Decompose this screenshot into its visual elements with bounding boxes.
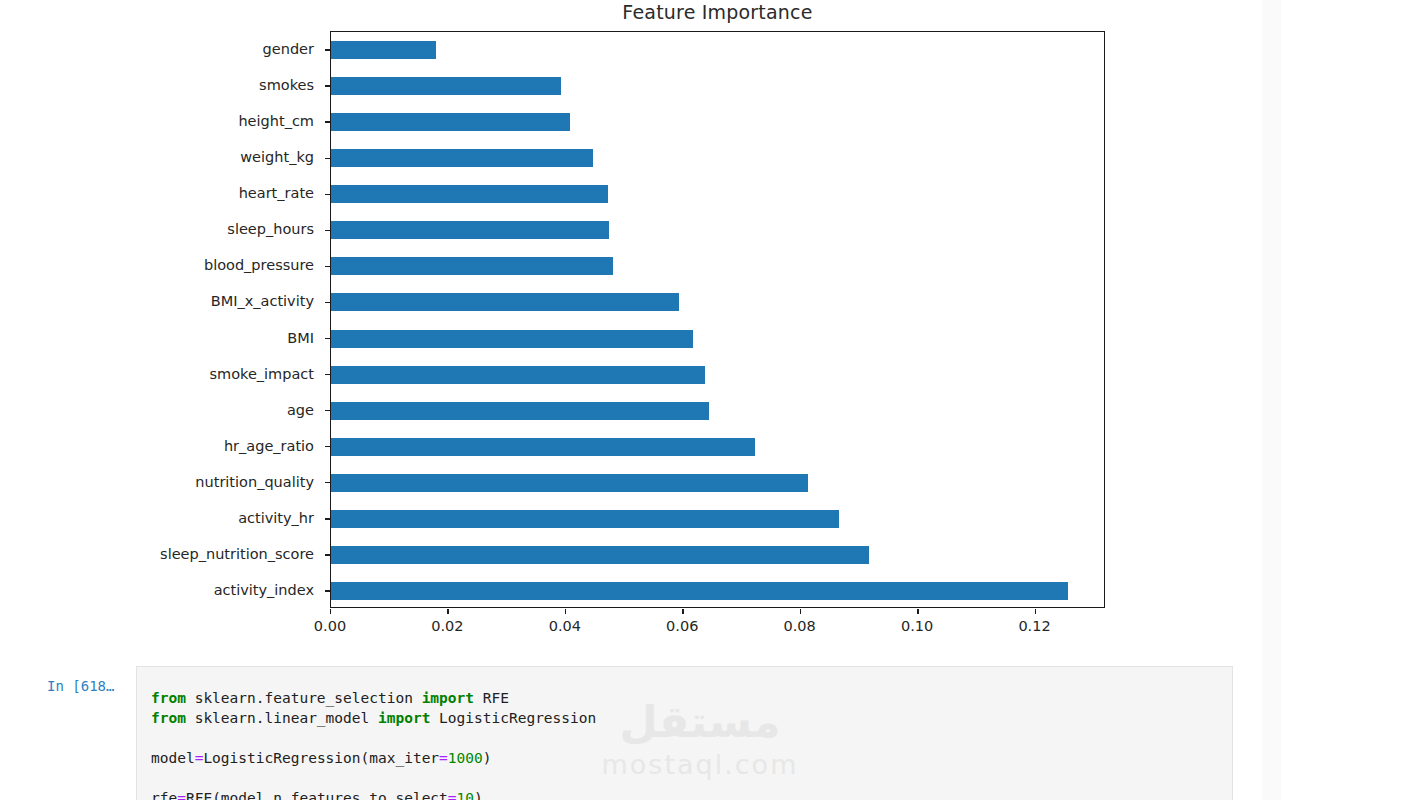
feature-importance-chart: Feature Importance gender smokes height_cm… bbox=[0, 0, 1270, 660]
y-tick-label: weight_kg bbox=[240, 148, 314, 166]
code-token: RFE bbox=[474, 690, 509, 706]
code-token: from bbox=[151, 710, 186, 726]
y-tick-label: gender bbox=[263, 40, 314, 58]
code-token: ) bbox=[483, 750, 492, 766]
y-tick bbox=[325, 194, 330, 195]
bar-BMI_x_activity bbox=[331, 293, 679, 311]
y-tick-label: height_cm bbox=[238, 112, 314, 130]
y-tick-label: age bbox=[287, 401, 314, 419]
x-tick-label: 0.12 bbox=[1005, 618, 1065, 634]
bar-sleep_nutrition_score bbox=[331, 546, 869, 564]
x-tick-label: 0.00 bbox=[300, 618, 360, 634]
x-axis: 0.000.020.040.060.080.100.12 bbox=[330, 608, 1105, 648]
y-tick bbox=[325, 482, 330, 483]
bar-height_cm bbox=[331, 113, 570, 131]
code-token: from bbox=[151, 690, 186, 706]
code-token: RFE(model,n_features_to_select bbox=[186, 790, 448, 800]
code-token: sklearn.linear_model bbox=[186, 710, 378, 726]
y-tick bbox=[325, 338, 330, 339]
code-line: from sklearn.linear_model import Logisti… bbox=[151, 708, 1232, 728]
x-tick bbox=[1035, 609, 1036, 614]
x-tick bbox=[800, 609, 801, 614]
bar-smoke_impact bbox=[331, 366, 705, 384]
code-token: model bbox=[151, 750, 195, 766]
code-token: import bbox=[378, 710, 430, 726]
bar-weight_kg bbox=[331, 149, 593, 167]
bar-activity_hr bbox=[331, 510, 839, 528]
code-token: = bbox=[177, 790, 186, 800]
y-tick-label: sleep_hours bbox=[227, 220, 314, 238]
y-tick bbox=[325, 121, 330, 122]
y-tick bbox=[325, 446, 330, 447]
y-tick-label: sleep_nutrition_score bbox=[160, 545, 314, 563]
y-tick-label: BMI_x_activity bbox=[211, 292, 314, 310]
chart-title: Feature Importance bbox=[330, 1, 1105, 23]
y-tick bbox=[325, 302, 330, 303]
bar-gender bbox=[331, 41, 436, 59]
y-tick bbox=[325, 518, 330, 519]
y-tick bbox=[325, 410, 330, 411]
x-tick-label: 0.06 bbox=[652, 618, 712, 634]
bar-age bbox=[331, 402, 709, 420]
code-token: import bbox=[422, 690, 474, 706]
bar-heart_rate bbox=[331, 185, 608, 203]
y-tick-label: blood_pressure bbox=[204, 256, 314, 274]
y-tick-label: BMI bbox=[287, 329, 314, 347]
code-token: 10 bbox=[457, 790, 474, 800]
x-tick bbox=[682, 609, 683, 614]
bar-hr_age_ratio bbox=[331, 438, 755, 456]
y-tick-label: smokes bbox=[259, 76, 314, 94]
plot-area bbox=[330, 31, 1105, 608]
bar-sleep_hours bbox=[331, 221, 609, 239]
code-token: LogisticRegression(max_iter bbox=[203, 750, 439, 766]
cell-execution-prompt: In [618… bbox=[47, 678, 114, 694]
y-tick-label: hr_age_ratio bbox=[224, 437, 314, 455]
x-tick bbox=[917, 609, 918, 614]
y-tick bbox=[325, 266, 330, 267]
code-line bbox=[151, 728, 1232, 748]
x-tick-label: 0.02 bbox=[417, 618, 477, 634]
x-tick bbox=[447, 609, 448, 614]
y-tick-label: smoke_impact bbox=[209, 365, 314, 383]
code-cell: from sklearn.feature_selection import RF… bbox=[136, 666, 1233, 800]
y-tick bbox=[325, 230, 330, 231]
code-line: rfe=RFE(model,n_features_to_select=10) bbox=[151, 788, 1232, 800]
code-token: sklearn.feature_selection bbox=[186, 690, 422, 706]
bar-smokes bbox=[331, 77, 561, 95]
bar-blood_pressure bbox=[331, 257, 613, 275]
bar-BMI bbox=[331, 330, 693, 348]
x-tick-label: 0.04 bbox=[535, 618, 595, 634]
x-tick-label: 0.10 bbox=[887, 618, 947, 634]
y-tick-label: activity_index bbox=[214, 581, 314, 599]
code-editor[interactable]: from sklearn.feature_selection import RF… bbox=[137, 667, 1232, 800]
code-line bbox=[151, 768, 1232, 788]
code-line: model=LogisticRegression(max_iter=1000) bbox=[151, 748, 1232, 768]
y-tick bbox=[325, 85, 330, 86]
y-tick-label: activity_hr bbox=[238, 509, 314, 527]
code-token: ) bbox=[474, 790, 483, 800]
code-token: 1000 bbox=[448, 750, 483, 766]
vertical-scrollbar[interactable] bbox=[1262, 0, 1281, 800]
y-tick bbox=[325, 49, 330, 50]
y-tick bbox=[325, 590, 330, 591]
y-tick bbox=[325, 374, 330, 375]
code-token: rfe bbox=[151, 790, 177, 800]
code-token: = bbox=[439, 750, 448, 766]
x-tick bbox=[565, 609, 566, 614]
code-token: = bbox=[448, 790, 457, 800]
x-tick-label: 0.08 bbox=[770, 618, 830, 634]
x-tick bbox=[330, 609, 331, 614]
code-token: LogisticRegression bbox=[430, 710, 596, 726]
bar-activity_index bbox=[331, 582, 1068, 600]
y-tick-label: heart_rate bbox=[239, 184, 314, 202]
y-axis-labels: gender smokes height_cm weight_kg heart_rate… bbox=[0, 31, 322, 608]
code-line: from sklearn.feature_selection import RF… bbox=[151, 688, 1232, 708]
y-tick-label: nutrition_quality bbox=[195, 473, 314, 491]
bar-nutrition_quality bbox=[331, 474, 808, 492]
y-tick bbox=[325, 554, 330, 555]
y-tick bbox=[325, 158, 330, 159]
